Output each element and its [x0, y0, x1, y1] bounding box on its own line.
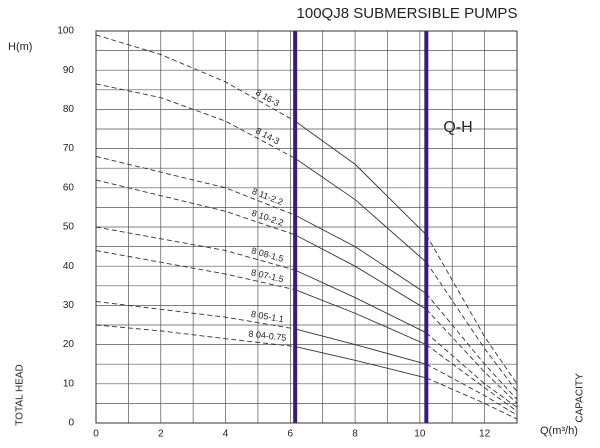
curve — [294, 214, 427, 295]
x-tick-label: 6 — [288, 429, 294, 440]
curve-dashed — [95, 226, 296, 271]
side-label: CAPACITY — [575, 373, 586, 423]
x-tick-label: 0 — [93, 429, 99, 440]
series-label: 8 04-0.75 — [248, 329, 287, 343]
y-tick-label: 0 — [68, 418, 74, 429]
curve — [295, 328, 427, 365]
y-tick-label: 90 — [63, 65, 75, 76]
y-tick-label: 50 — [63, 222, 75, 233]
curve-dashed — [426, 344, 518, 412]
curve-dashed — [95, 83, 296, 159]
curve-dashed — [426, 363, 518, 416]
y-tick-label: 10 — [63, 378, 75, 389]
curve-dashed — [425, 262, 518, 392]
curve-dashed — [95, 301, 296, 330]
curve-dashed — [426, 332, 518, 408]
x-tick-label: 12 — [479, 429, 491, 440]
x-tick-label: 2 — [158, 429, 164, 440]
y-tick-label: 80 — [63, 104, 75, 115]
side-label: TOTAL HEAD — [15, 364, 26, 426]
plot-frame — [95, 30, 518, 424]
y-tick-label: 70 — [63, 143, 75, 154]
x-axis-label: Q(m³/h) — [540, 425, 578, 437]
y-tick-label: 30 — [63, 300, 75, 311]
y-tick-label: 20 — [63, 339, 75, 350]
series-label: 8 07-1.5 — [250, 267, 284, 284]
curve — [294, 234, 427, 310]
curve — [294, 158, 427, 263]
y-axis-label: H(m) — [8, 41, 32, 53]
x-tick-label: 8 — [352, 429, 358, 440]
y-tick-label: 100 — [57, 26, 74, 37]
curve-dashed — [425, 309, 518, 404]
y-tick-label: 60 — [63, 182, 75, 193]
curve — [295, 289, 427, 346]
curve-dashed — [95, 250, 296, 291]
curve-dashed — [425, 234, 518, 385]
curve — [295, 346, 427, 379]
x-tick-label: 10 — [414, 429, 426, 440]
x-tick-label: 4 — [223, 429, 229, 440]
curve-dashed — [95, 156, 296, 216]
y-tick-label: 40 — [63, 261, 75, 272]
curve-dashed — [95, 324, 296, 348]
curve — [294, 120, 427, 236]
curve — [294, 269, 427, 334]
curve-dashed — [95, 34, 296, 122]
series-label: 8 10-2.2 — [250, 208, 284, 228]
curve-dashed — [95, 179, 296, 236]
annotation: Q-H — [443, 119, 472, 136]
series-label: 8 08-1.5 — [250, 245, 285, 264]
curve-dashed — [425, 293, 518, 400]
chart-title: 100QJ8 SUBMERSIBLE PUMPS — [297, 5, 518, 22]
